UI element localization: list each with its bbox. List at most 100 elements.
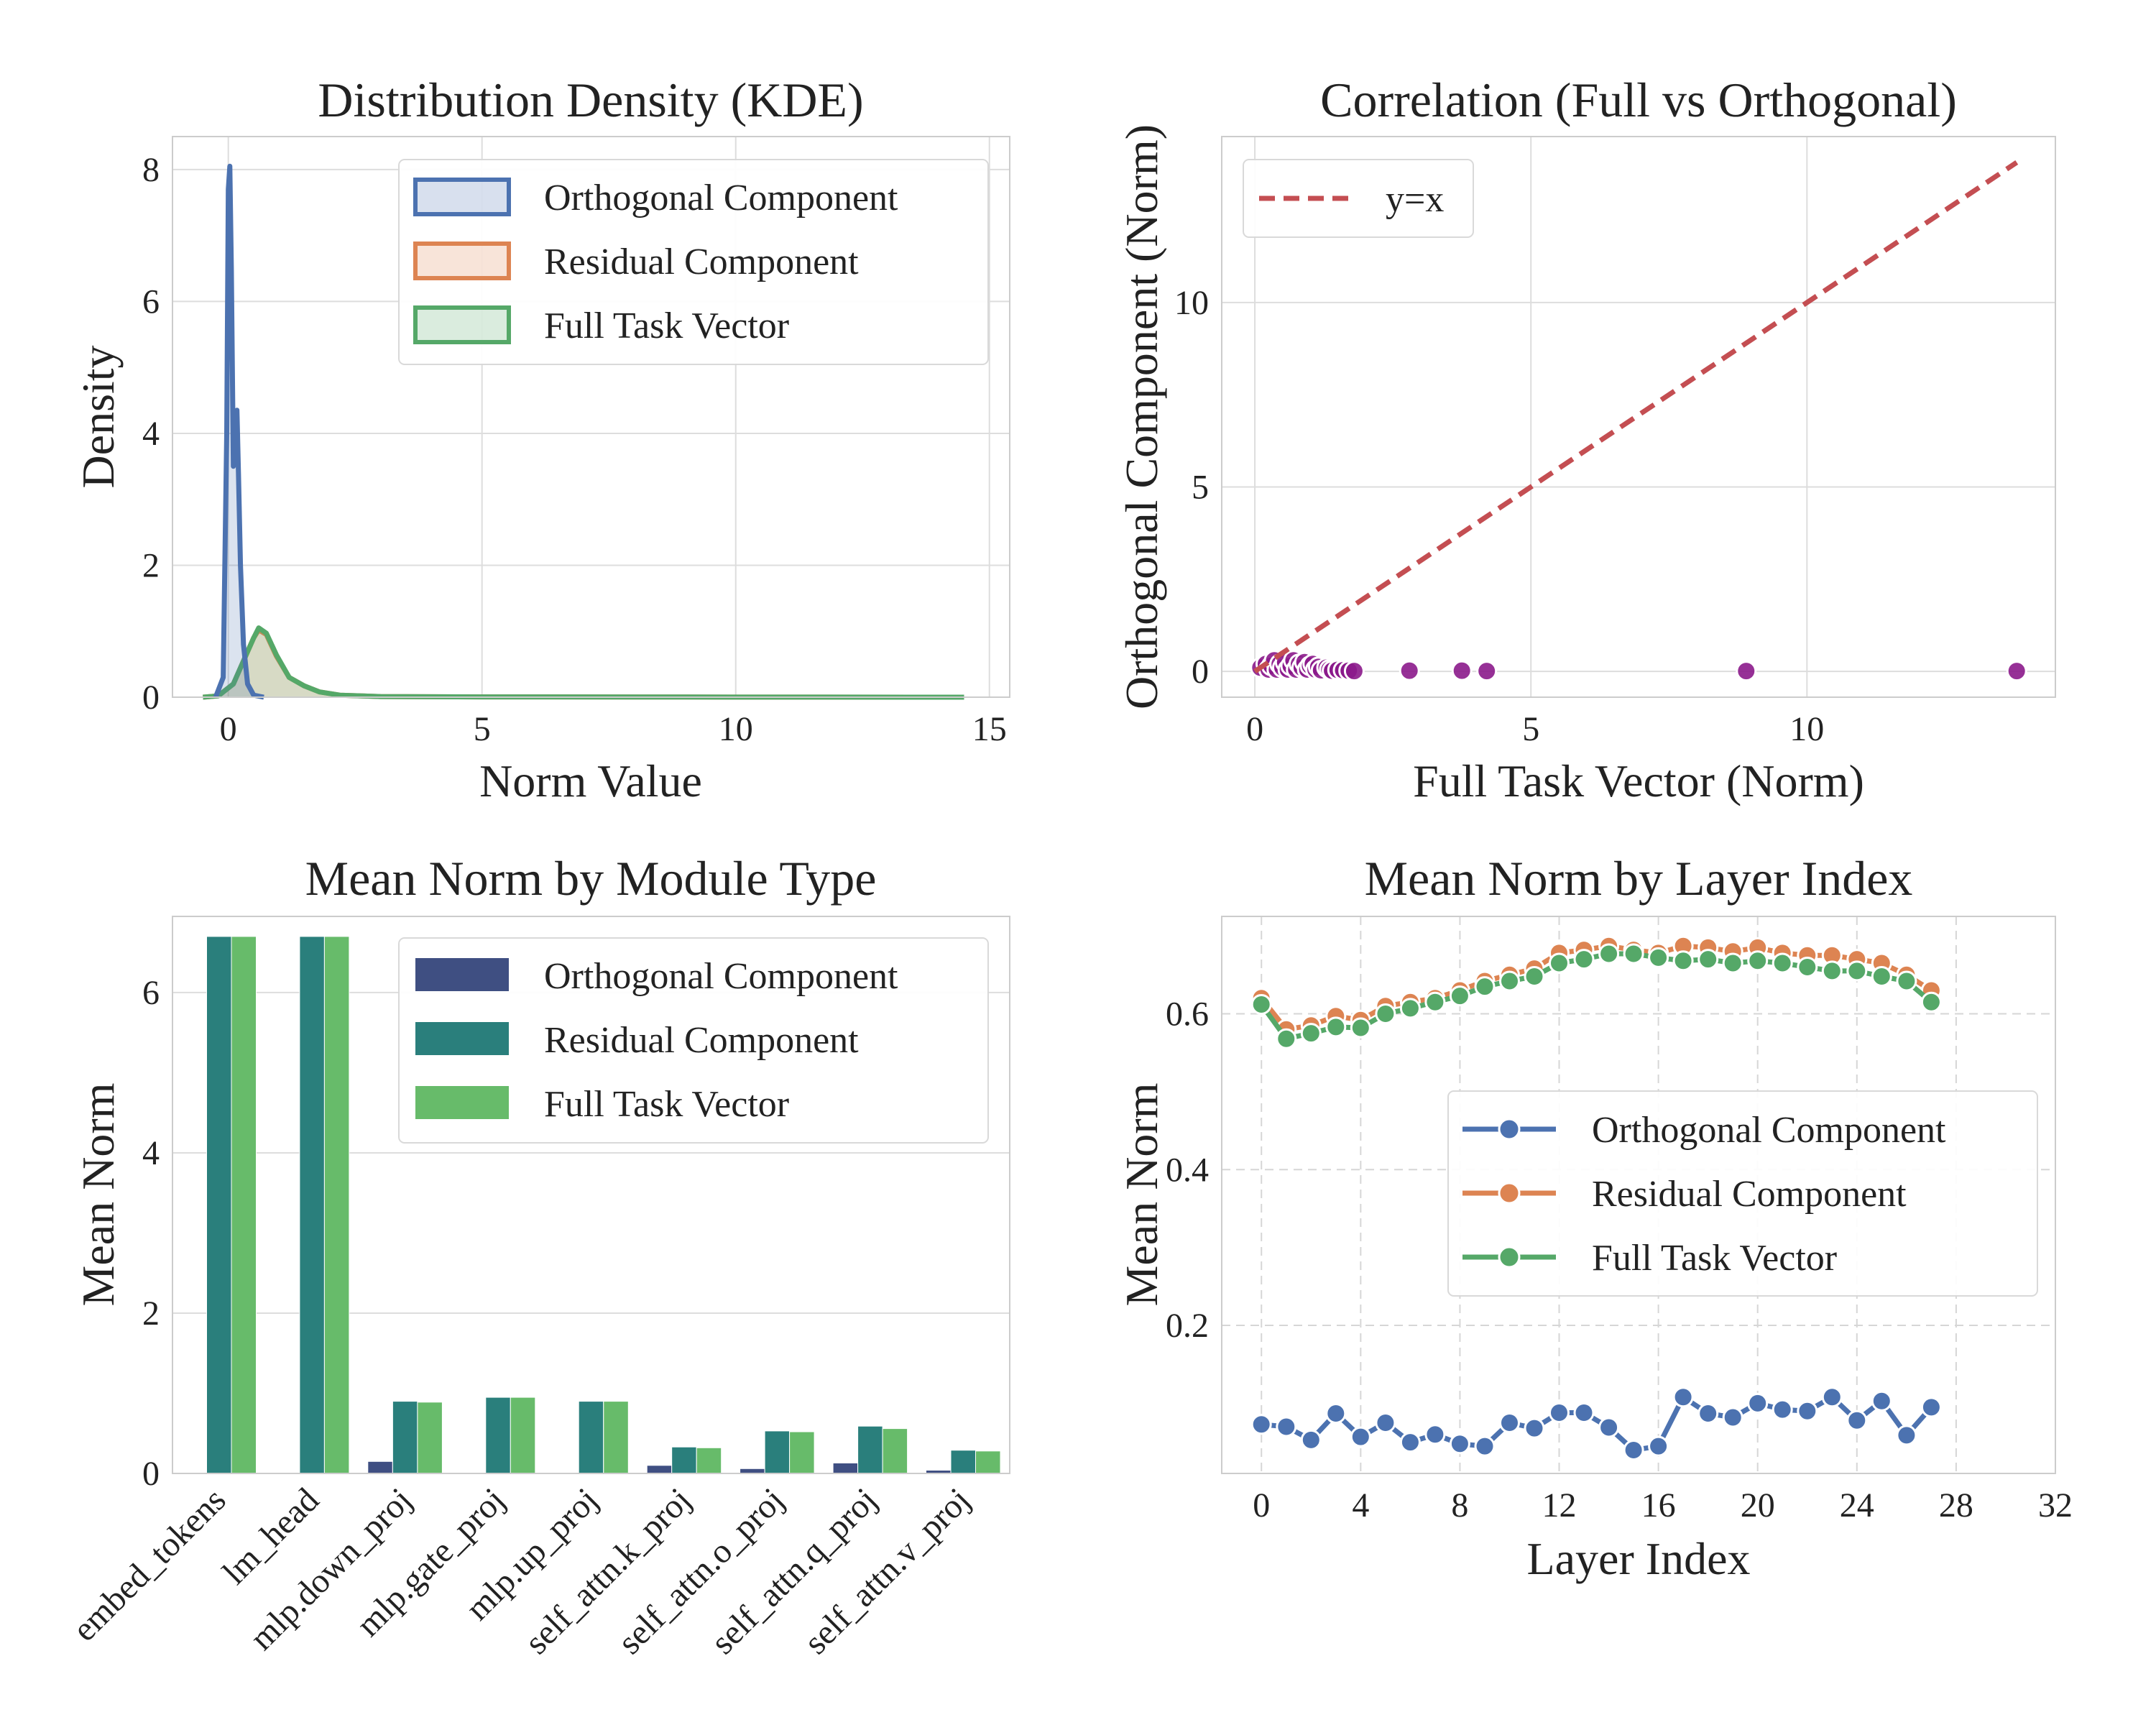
bar-legend-orthogonal: Orthogonal Component xyxy=(544,956,898,997)
bar-bar_residual xyxy=(950,1450,976,1474)
scatter-legend-yx: y=x xyxy=(1386,179,1444,220)
line-marks xyxy=(1250,935,1942,1460)
bar-y-tick-label: 6 xyxy=(142,974,160,1012)
kde-y-tick-label: 0 xyxy=(142,678,160,717)
line-point-orthogonal xyxy=(1449,1433,1470,1455)
line-x-tick-label: 16 xyxy=(1641,1486,1676,1524)
line-point-orthogonal xyxy=(1350,1426,1371,1448)
bar-bar_orthogonal xyxy=(832,1463,859,1474)
bar-legend: Orthogonal Component Residual Component … xyxy=(398,937,989,1144)
line-y-tick-label: 0.4 xyxy=(1166,1151,1209,1189)
line-series-full xyxy=(1259,951,1933,1041)
bar-bar_orthogonal xyxy=(646,1465,673,1474)
line-point-orthogonal xyxy=(1672,1386,1694,1408)
bar-bar_residual xyxy=(671,1446,697,1474)
line-legend-marker-residual xyxy=(1498,1182,1521,1205)
bar-legend-swatch-orthogonal xyxy=(415,958,509,991)
line-point-full xyxy=(1871,966,1892,987)
bar-legend-residual: Residual Component xyxy=(544,1020,859,1061)
line-point-orthogonal xyxy=(1623,1440,1644,1460)
line-point-orthogonal xyxy=(1747,1392,1769,1414)
line-legend-marker-orthogonal xyxy=(1498,1118,1521,1141)
kde-curve-orthogonal xyxy=(213,163,264,700)
line-legend-marker-full xyxy=(1498,1246,1521,1269)
scatter-point xyxy=(1451,660,1473,681)
bar-bar_full xyxy=(323,936,350,1474)
scatter-point xyxy=(1343,661,1365,682)
line-point-full xyxy=(1250,994,1272,1015)
scatter-y-tick-label: 5 xyxy=(1192,469,1209,507)
line-point-orthogonal xyxy=(1300,1429,1322,1450)
line-y-tick-label: 0.6 xyxy=(1166,995,1209,1033)
kde-legend-swatch-full xyxy=(413,305,511,344)
kde-y-tick-label: 8 xyxy=(142,151,160,189)
kde-y-tick-label: 2 xyxy=(142,546,160,584)
bar-legend-full: Full Task Vector xyxy=(544,1084,789,1125)
line-x-tick-label: 8 xyxy=(1451,1486,1468,1524)
line-point-full xyxy=(1697,949,1719,970)
kde-panel: 0 5 10 15 0 2 4 6 8 Distribution Density (KDE) N… xyxy=(73,73,1010,806)
bar-bar_full xyxy=(510,1397,536,1474)
scatter-x-tick-label: 10 xyxy=(1789,710,1824,748)
bar-y-tick-label: 2 xyxy=(142,1294,160,1333)
bar-bar_full xyxy=(603,1401,629,1474)
line-xlabel: Layer Index xyxy=(1527,1533,1751,1584)
line-point-orthogonal xyxy=(1797,1400,1818,1422)
line-point-full xyxy=(1300,1023,1322,1044)
line-point-orthogonal xyxy=(1375,1412,1396,1433)
line-legend-box xyxy=(1447,1090,2038,1297)
bar-bar_residual xyxy=(485,1397,511,1474)
line-frame xyxy=(1221,916,2056,1474)
scatter-point xyxy=(1736,661,1757,682)
scatter-x-tick-label: 0 xyxy=(1246,710,1263,748)
line-point-orthogonal xyxy=(1896,1425,1917,1446)
line-series-residual xyxy=(1259,943,1933,1032)
bar-y-tick-label: 0 xyxy=(142,1455,160,1493)
line-point-full xyxy=(1449,985,1470,1007)
line-point-full xyxy=(1846,960,1868,982)
line-point-full xyxy=(1524,966,1545,987)
bar-bar_full xyxy=(975,1450,1001,1474)
line-point-full xyxy=(1325,1016,1347,1038)
scatter-ylabel: Orthogonal Component (Norm) xyxy=(1116,124,1167,709)
line-point-full xyxy=(1474,976,1496,998)
bar-ylabel: Mean Norm xyxy=(73,1082,124,1306)
scatter-xlabel: Full Task Vector (Norm) xyxy=(1413,755,1864,806)
line-legend-orthogonal: Orthogonal Component xyxy=(1592,1110,1946,1151)
bar-bar_full xyxy=(789,1431,815,1474)
scatter-legend: y=x xyxy=(1243,159,1474,238)
kde-y-tick-label: 6 xyxy=(142,282,160,321)
scatter-point xyxy=(1399,660,1420,681)
scatter-point xyxy=(1476,661,1498,682)
line-point-orthogonal xyxy=(1920,1397,1942,1418)
line-legend-full: Full Task Vector xyxy=(1592,1238,1837,1279)
scatter-x-tick-label: 5 xyxy=(1522,710,1539,748)
scatter-frame xyxy=(1221,136,2056,698)
line-x-tick-label: 20 xyxy=(1741,1486,1775,1524)
line-point-full xyxy=(1821,960,1843,982)
kde-legend-box xyxy=(398,159,989,365)
line-point-full xyxy=(1797,957,1818,978)
line-x-tick-label: 12 xyxy=(1542,1486,1577,1524)
kde-legend-swatch-orthogonal xyxy=(413,178,511,216)
kde-xlabel: Norm Value xyxy=(479,755,702,806)
kde-title: Distribution Density (KDE) xyxy=(318,73,863,127)
line-point-full xyxy=(1722,952,1743,974)
bar-bar_full xyxy=(417,1402,443,1474)
kde-legend-swatch-residual xyxy=(413,242,511,280)
line-point-full xyxy=(1598,943,1620,965)
bar-marks xyxy=(206,936,1001,1474)
line-point-full xyxy=(1424,991,1446,1013)
kde-ylabel: Density xyxy=(73,345,124,488)
line-point-full xyxy=(1276,1028,1297,1049)
line-point-orthogonal xyxy=(1846,1409,1868,1431)
scatter-marks xyxy=(1250,160,2027,682)
bar-legend-box xyxy=(398,937,989,1144)
line-point-orthogonal xyxy=(1424,1424,1446,1445)
bar-bar_full xyxy=(696,1447,722,1474)
line-point-orthogonal xyxy=(1821,1386,1843,1408)
line-point-orthogonal xyxy=(1399,1432,1421,1453)
line-x-tick-label: 32 xyxy=(2038,1486,2073,1524)
line-legend-residual: Residual Component xyxy=(1592,1174,1907,1215)
